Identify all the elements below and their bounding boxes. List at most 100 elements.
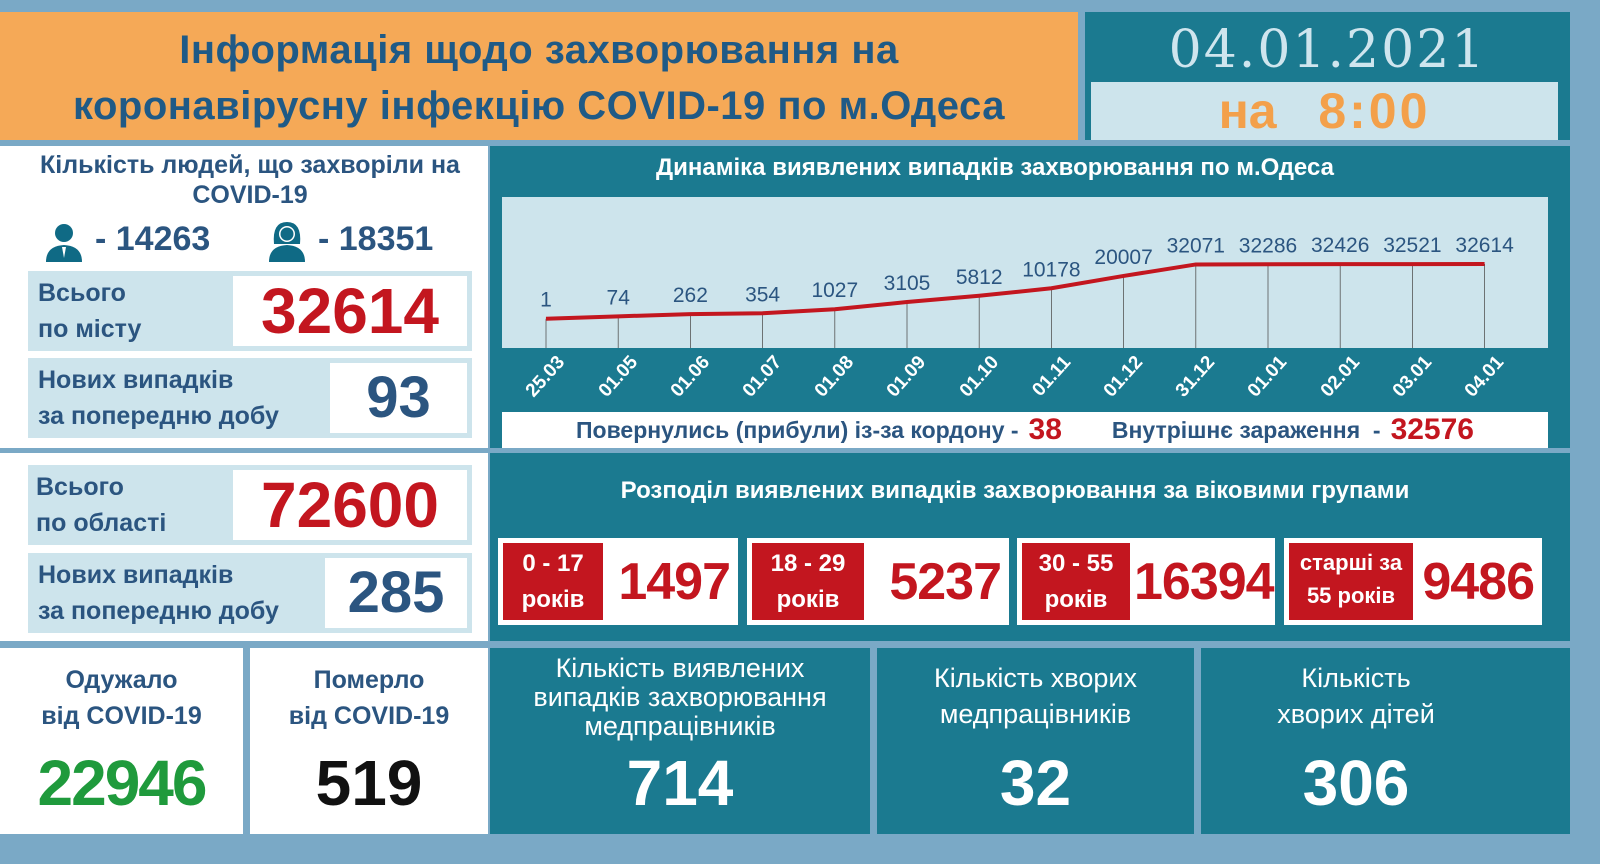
age-range-line: років [521, 586, 585, 613]
children-label: Кількість хворих дітей [1201, 648, 1511, 732]
data-label: 5812 [956, 266, 1003, 289]
age-group-55-plus: старші за 55 років 9486 [1284, 538, 1542, 625]
chart-plot-area: 1 74 262 354 1027 3105 5812 10178 20007 32071 3228… [502, 197, 1548, 348]
label-line: за попередню добу [38, 402, 279, 430]
internal-value: 32576 [1390, 413, 1474, 446]
header-title: Інформація щодо захворювання на коронаві… [0, 12, 1078, 140]
region-new-value: 285 [325, 558, 467, 628]
age-range: 0 - 17 років [503, 543, 603, 620]
label-line: Всього [36, 473, 124, 501]
title-line-1: Інформація щодо захворювання на [179, 28, 899, 72]
children-value: 306 [1302, 747, 1410, 819]
data-label: 10178 [1022, 258, 1080, 281]
died-panel: Померло від COVID-19 519 [250, 648, 488, 834]
data-label: 32426 [1311, 234, 1369, 257]
data-label: 1027 [811, 279, 858, 302]
city-panel: Кількість людей, що захворіли на COVID-1… [0, 146, 488, 448]
children-panel: Кількість хворих дітей 306 [1201, 648, 1570, 834]
medics-sick-panel: Кількість хворих медпрацівників 32 [877, 648, 1194, 834]
recovered-value: 22946 [37, 747, 208, 819]
chart-title: Динаміка виявлених випадків захворювання… [656, 154, 1334, 181]
data-label: 74 [607, 286, 631, 309]
x-tick-label: 01.06 [666, 352, 715, 402]
age-range: 30 - 55 років [1022, 543, 1130, 620]
city-new-label: Нових випадків за попередню добу [38, 362, 279, 434]
x-tick-label: 01.08 [810, 352, 859, 402]
x-tick-label: 01.10 [955, 352, 1003, 402]
region-new-box: Нових випадків за попередню добу 285 [28, 553, 472, 633]
returned-label: Повернулись (прибули) із-за кордону - [575, 416, 1019, 443]
series-line [545, 262, 1485, 321]
x-tick-label: 01.11 [1028, 352, 1076, 401]
city-new-box: Нових випадків за попередню добу 93 [28, 358, 472, 438]
men-count: - 14263 [95, 220, 211, 258]
x-tick-label: 02.01 [1316, 352, 1364, 402]
age-group-0-17: 0 - 17 років 1497 [498, 538, 738, 625]
plot-background [502, 197, 1548, 348]
age-range-line: 30 - 55 [1038, 550, 1114, 577]
region-total-value: 72600 [233, 470, 467, 540]
region-total-box: Всього по області 72600 [28, 465, 472, 545]
medics-sick-label: Кількість хворих медпрацівників [877, 648, 1194, 732]
data-label: 1 [540, 289, 552, 312]
age-count: 16394 [1134, 552, 1275, 611]
data-label: 32071 [1167, 234, 1225, 257]
age-range-line: років [776, 586, 840, 613]
x-tick-label: 01.05 [594, 352, 642, 402]
label-line: від COVID-19 [288, 702, 450, 730]
region-panel: Всього по області 72600 Нових випадків за … [0, 453, 488, 641]
age-count: 5237 [889, 552, 1002, 611]
medics-cases-label: Кількість виявлених випадків захворювання… [490, 648, 870, 741]
city-total-label: Всього по місту [38, 275, 141, 347]
age-range-line: 0 - 17 [522, 550, 584, 577]
women-count: - 18351 [318, 220, 434, 258]
label-line: Померло [313, 666, 425, 694]
region-new-label: Нових випадків за попередню добу [38, 557, 279, 629]
medics-sick-value: 32 [999, 747, 1072, 819]
data-label: 20007 [1094, 246, 1152, 269]
data-label: 3105 [884, 272, 931, 295]
woman-icon [269, 222, 305, 262]
age-range-line: старші за [1299, 550, 1403, 575]
age-title: Розподіл виявлених випадків захворювання… [620, 477, 1410, 504]
x-tick-label: 01.09 [883, 352, 931, 402]
x-tick-label: 31.12 [1171, 352, 1220, 402]
label-line: Кількість [1301, 663, 1411, 693]
label-line: Нових випадків [38, 366, 234, 394]
date-panel: 04.01.2021 на 8:00 [1085, 12, 1570, 140]
age-group-18-29: 18 - 29 років 5237 [747, 538, 1009, 625]
region-total-label: Всього по області [36, 469, 166, 541]
man-icon [46, 224, 82, 262]
city-total-box: Всього по місту 32614 [28, 271, 472, 351]
label-line: Кількість хворих [934, 663, 1137, 693]
label-line: від COVID-19 [41, 702, 202, 730]
x-tick-label: 04.01 [1460, 352, 1509, 402]
label-line: Кількість виявлених [555, 653, 805, 683]
recovered-panel: Одужало від COVID-19 22946 [0, 648, 243, 834]
label-line: за попередню добу [38, 597, 279, 625]
age-range-line: років [1044, 586, 1108, 613]
age-range: 18 - 29 років [752, 543, 864, 620]
source-bar: Повернулись (прибули) із-за кордону - 38… [502, 412, 1548, 448]
label-line: по місту [38, 315, 142, 343]
age-range-line: 18 - 29 [770, 550, 846, 577]
age-range-line: 55 років [1306, 583, 1396, 608]
chart-panel: Динаміка виявлених випадків захворювання… [490, 146, 1570, 448]
x-tick-label: 03.01 [1388, 352, 1437, 402]
time-prefix: на [1218, 83, 1277, 139]
recovered-label: Одужало від COVID-19 [0, 648, 243, 734]
report-time: на 8:00 [1091, 82, 1558, 140]
city-total-value: 32614 [233, 276, 467, 346]
label-line: Нових випадків [38, 561, 234, 589]
label-line: по області [36, 509, 167, 537]
died-value: 519 [315, 747, 423, 819]
age-range: старші за 55 років [1289, 543, 1413, 620]
data-label: 32286 [1239, 234, 1297, 257]
internal-label: Внутрішнє зараження - [1111, 416, 1381, 443]
x-tick-label: 01.12 [1099, 352, 1148, 402]
city-new-value: 93 [330, 363, 467, 433]
data-label: 32521 [1383, 234, 1441, 257]
died-label: Померло від COVID-19 [250, 648, 488, 734]
data-label: 32614 [1455, 234, 1514, 257]
report-date: 04.01.2021 [1168, 20, 1487, 80]
